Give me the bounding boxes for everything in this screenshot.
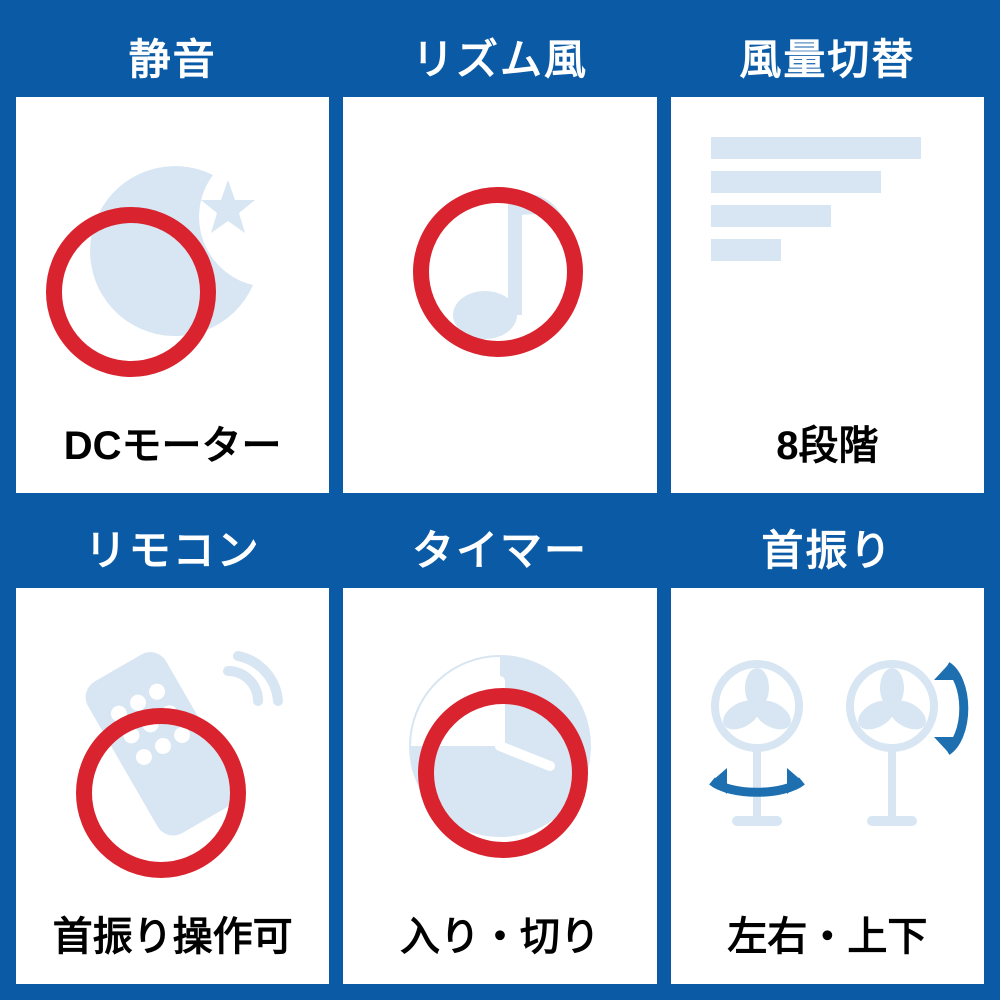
body-remote bbox=[16, 588, 329, 904]
header-remote: リモコン bbox=[16, 507, 329, 588]
fans-icon bbox=[671, 588, 984, 904]
header-timer: タイマー bbox=[343, 507, 656, 588]
header-rhythm: リズム風 bbox=[343, 16, 656, 97]
body-swing bbox=[671, 588, 984, 904]
ring-rhythm bbox=[413, 187, 583, 357]
cell-quiet: 静音 DCモーター bbox=[16, 16, 329, 493]
ring-remote bbox=[76, 708, 246, 878]
body-airflow bbox=[671, 97, 984, 413]
body-rhythm bbox=[343, 97, 656, 423]
cell-remote: リモコン bbox=[16, 507, 329, 984]
cell-airflow: 風量切替 8段階 bbox=[671, 16, 984, 493]
cell-rhythm: リズム風 bbox=[343, 16, 656, 493]
footer-quiet: DCモーター bbox=[16, 413, 329, 493]
body-quiet bbox=[16, 97, 329, 413]
footer-rhythm bbox=[343, 423, 656, 493]
cell-timer: タイマー 入り・切り bbox=[343, 507, 656, 984]
feature-grid: 静音 DCモーター リズム風 bbox=[0, 0, 1000, 1000]
header-swing: 首振り bbox=[671, 507, 984, 588]
body-timer bbox=[343, 588, 656, 904]
footer-swing: 左右・上下 bbox=[671, 904, 984, 984]
cell-swing: 首振り bbox=[671, 507, 984, 984]
footer-remote: 首振り操作可 bbox=[16, 904, 329, 984]
footer-timer: 入り・切り bbox=[343, 904, 656, 984]
footer-airflow: 8段階 bbox=[671, 413, 984, 493]
header-airflow: 風量切替 bbox=[671, 16, 984, 97]
ring-timer bbox=[418, 688, 588, 858]
ring-quiet bbox=[46, 207, 216, 377]
header-quiet: 静音 bbox=[16, 16, 329, 97]
bars-icon bbox=[671, 97, 984, 413]
